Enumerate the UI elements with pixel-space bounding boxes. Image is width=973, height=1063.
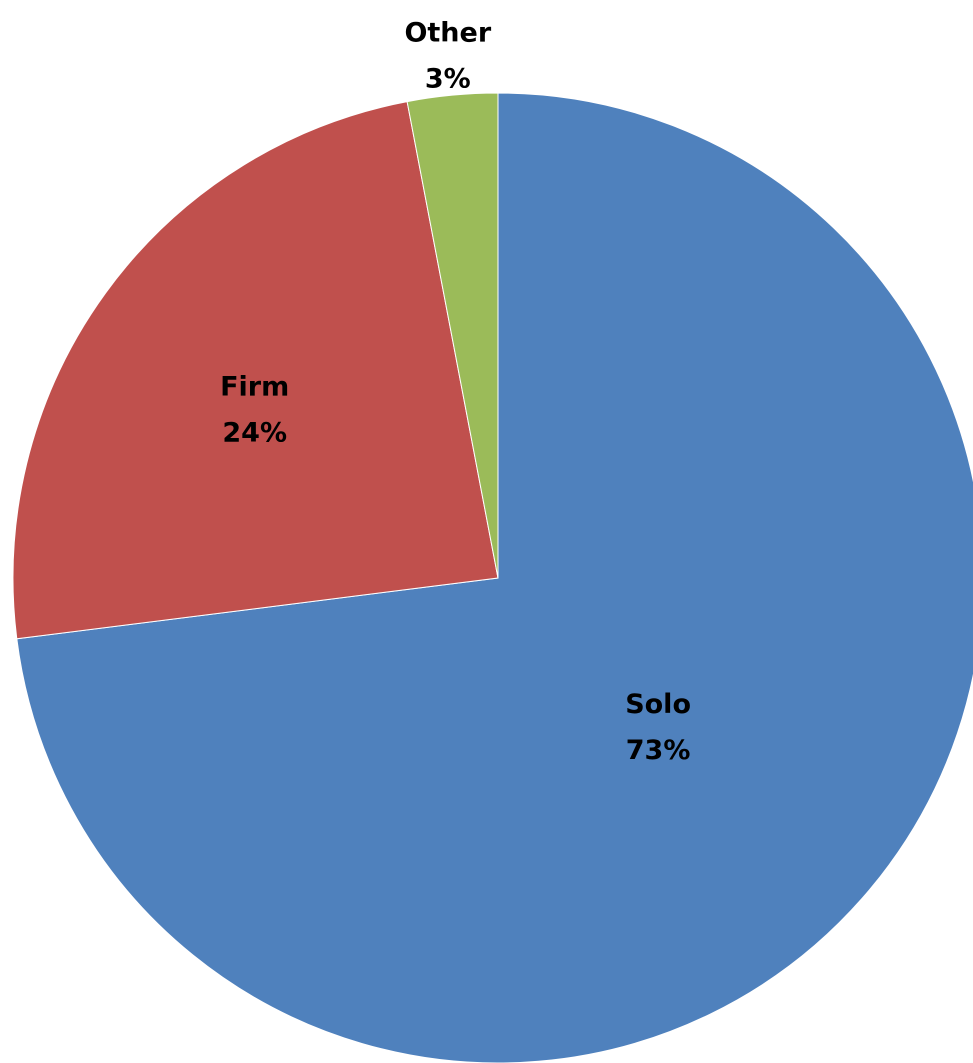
slice-percent-label: 24% xyxy=(222,417,287,448)
data-label-firm: Firm 24% xyxy=(220,371,289,448)
slice-percent-label: 73% xyxy=(626,735,691,766)
pie-data-labels: Solo 73% Firm 24% Other 3% xyxy=(220,17,691,766)
data-label-other: Other 3% xyxy=(404,17,491,94)
pie-slice-solo xyxy=(16,92,973,1063)
slice-name-label: Firm xyxy=(220,371,289,402)
slice-percent-label: 3% xyxy=(425,63,471,94)
pie-slice-other xyxy=(406,92,499,579)
data-label-solo: Solo 73% xyxy=(625,689,691,766)
slice-name-label: Other xyxy=(404,17,491,48)
pie-slices xyxy=(12,92,973,1063)
pie-slice-firm xyxy=(12,101,499,640)
slice-name-label: Solo xyxy=(625,689,691,720)
